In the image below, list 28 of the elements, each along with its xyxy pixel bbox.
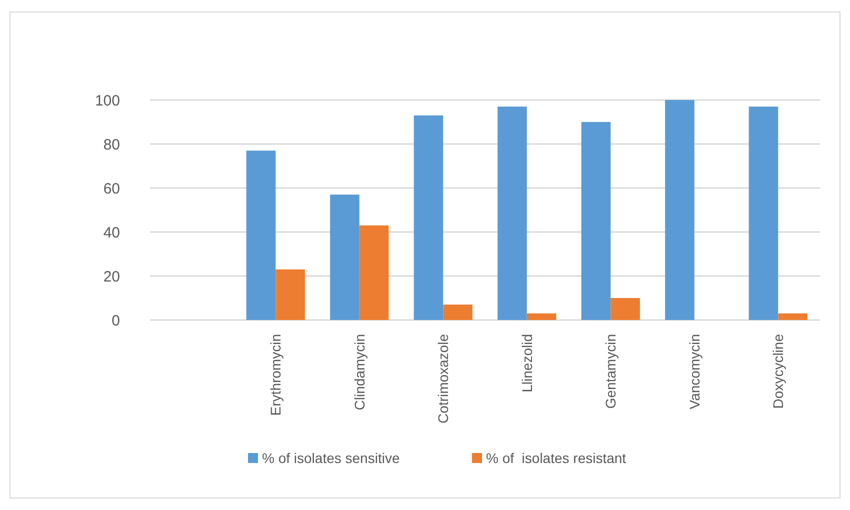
- bar: [246, 150, 276, 320]
- x-tick-label: Erythromycin: [268, 334, 284, 416]
- x-tick-label: Vancomycin: [686, 334, 702, 410]
- y-tick-label: 20: [103, 268, 120, 286]
- bar: [330, 194, 360, 320]
- bar: [359, 225, 389, 320]
- bar: [778, 313, 808, 320]
- bar: [414, 115, 444, 320]
- bar: [498, 106, 527, 320]
- legend-label: % of isolates resistant: [486, 450, 626, 466]
- x-tick-label: Doxycycline: [770, 334, 786, 409]
- bar: [443, 304, 472, 320]
- bar: [276, 269, 305, 320]
- y-tick-label: 60: [103, 180, 120, 198]
- x-tick-label: Clindamycin: [351, 334, 368, 410]
- x-tick-label: Llinezolid: [518, 334, 535, 392]
- x-tick-label: Gentamycin: [602, 334, 619, 409]
- x-tick-label: Cotrimoxazole: [435, 334, 452, 424]
- y-tick-label: 80: [103, 136, 120, 154]
- legend-label: % of isolates sensitive: [262, 450, 400, 466]
- y-tick-label: 40: [103, 224, 120, 242]
- bar: [610, 298, 640, 320]
- bar: [581, 122, 611, 320]
- y-tick-label: 100: [94, 92, 120, 110]
- bar: [748, 106, 778, 320]
- bar: [526, 313, 556, 320]
- y-tick-label: 0: [112, 312, 120, 330]
- bar: [665, 100, 694, 320]
